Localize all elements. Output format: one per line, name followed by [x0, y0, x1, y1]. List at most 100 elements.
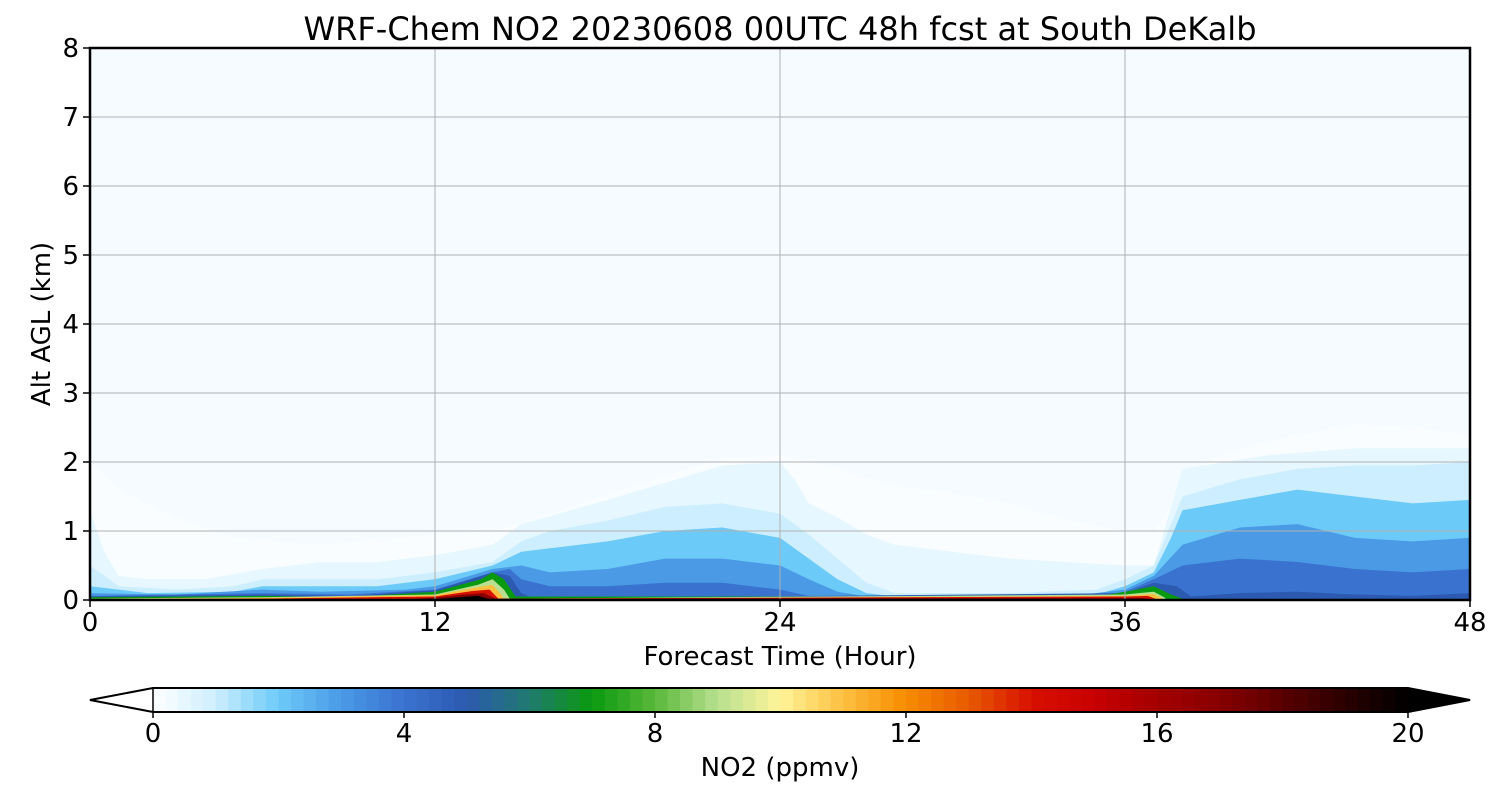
y-tick-label-3: 3	[62, 379, 79, 409]
contour-band-10	[90, 589, 1157, 600]
colorbar-segment-0	[153, 688, 167, 712]
colorbar-segment-46	[730, 688, 744, 712]
colorbar-segment-28	[504, 688, 518, 712]
colorbar-segment-54	[830, 688, 844, 712]
colorbar-segment-31	[542, 688, 556, 712]
colorbar-segment-60	[906, 688, 920, 712]
y-tick-label-7: 7	[62, 103, 79, 133]
colorbar-segment-21	[416, 688, 430, 712]
colorbar-segment-25	[466, 688, 480, 712]
y-tick-label-0: 0	[62, 586, 79, 616]
colorbar-segments	[89, 687, 1471, 713]
colorbar-segment-79	[1144, 688, 1158, 712]
colorbar-segment-42	[680, 688, 694, 712]
colorbar-segment-41	[667, 688, 681, 712]
x-tick-label-3: 36	[1108, 608, 1141, 638]
colorbar-segment-68	[1006, 688, 1020, 712]
colorbar-extend-min	[89, 687, 154, 713]
colorbar-segment-50	[780, 688, 794, 712]
colorbar-segment-1	[165, 688, 179, 712]
colorbar: 0 4 8 12 16 20	[89, 687, 1471, 749]
colorbar-segment-32	[554, 688, 568, 712]
colorbar-segment-70	[1031, 688, 1045, 712]
colorbar-segment-24	[454, 688, 468, 712]
colorbar-segment-20	[404, 688, 418, 712]
colorbar-tick-label-5: 20	[1391, 719, 1424, 749]
colorbar-segment-52	[805, 688, 819, 712]
colorbar-tick-label-2: 8	[647, 719, 664, 749]
colorbar-segment-37	[617, 688, 631, 712]
colorbar-segment-11	[291, 688, 305, 712]
colorbar-segment-88	[1257, 688, 1271, 712]
colorbar-segment-92	[1307, 688, 1321, 712]
colorbar-segment-76	[1106, 688, 1120, 712]
colorbar-segment-43	[692, 688, 706, 712]
colorbar-segment-75	[1094, 688, 1108, 712]
y-axis-ticks: 0 1 2 3 4 5 6 7 8	[62, 34, 90, 616]
colorbar-segment-13	[316, 688, 330, 712]
colorbar-segment-3	[190, 688, 204, 712]
colorbar-extend-max	[1407, 687, 1471, 713]
colorbar-segment-99	[1395, 688, 1409, 712]
colorbar-segment-55	[843, 688, 857, 712]
colorbar-segment-48	[755, 688, 769, 712]
colorbar-ticks: 0 4 8 12 16 20	[145, 712, 1425, 749]
colorbar-segment-33	[567, 688, 581, 712]
colorbar-segment-61	[918, 688, 932, 712]
x-tick-label-2: 24	[763, 608, 796, 638]
colorbar-segment-56	[855, 688, 869, 712]
colorbar-segment-19	[391, 688, 405, 712]
colorbar-segment-10	[278, 688, 292, 712]
colorbar-segment-86	[1232, 688, 1246, 712]
colorbar-segment-47	[742, 688, 756, 712]
colorbar-segment-12	[303, 688, 317, 712]
colorbar-segment-84	[1207, 688, 1221, 712]
x-tick-label-4: 48	[1453, 608, 1486, 638]
colorbar-segment-22	[429, 688, 443, 712]
colorbar-segment-78	[1131, 688, 1146, 712]
x-tick-label-1: 12	[418, 608, 451, 638]
colorbar-segment-96	[1357, 688, 1371, 712]
colorbar-segment-83	[1194, 688, 1208, 712]
y-tick-label-5: 5	[62, 241, 79, 271]
colorbar-segment-64	[956, 688, 970, 712]
colorbar-segment-69	[1018, 688, 1033, 712]
colorbar-segment-38	[629, 688, 644, 712]
colorbar-segment-58	[880, 688, 895, 712]
colorbar-segment-44	[705, 688, 719, 712]
colorbar-tick-label-4: 16	[1140, 719, 1173, 749]
y-tick-label-8: 8	[62, 34, 79, 64]
colorbar-segment-5	[215, 688, 229, 712]
colorbar-segment-62	[931, 688, 945, 712]
colorbar-segment-89	[1269, 688, 1284, 712]
colorbar-segment-53	[818, 688, 832, 712]
colorbar-segment-9	[265, 688, 280, 712]
x-axis-label: Forecast Time (Hour)	[643, 642, 916, 672]
colorbar-segment-71	[1044, 688, 1058, 712]
colorbar-segment-15	[341, 688, 355, 712]
colorbar-segment-30	[529, 688, 543, 712]
colorbar-segment-36	[604, 688, 618, 712]
colorbar-segment-67	[993, 688, 1007, 712]
colorbar-segment-57	[868, 688, 882, 712]
y-tick-label-6: 6	[62, 172, 79, 202]
colorbar-segment-72	[1056, 688, 1070, 712]
y-tick-label-2: 2	[62, 448, 79, 478]
y-tick-label-4: 4	[62, 310, 79, 340]
colorbar-segment-77	[1119, 688, 1133, 712]
colorbar-segment-74	[1081, 688, 1095, 712]
colorbar-segment-49	[767, 688, 782, 712]
colorbar-segment-94	[1332, 688, 1346, 712]
colorbar-tick-label-3: 12	[889, 719, 922, 749]
colorbar-segment-16	[353, 688, 367, 712]
colorbar-segment-81	[1169, 688, 1183, 712]
colorbar-segment-18	[378, 688, 393, 712]
colorbar-segment-73	[1069, 688, 1083, 712]
colorbar-segment-91	[1295, 688, 1309, 712]
colorbar-label: NO2 (ppmv)	[701, 753, 860, 783]
colorbar-segment-34	[579, 688, 593, 712]
colorbar-segment-66	[981, 688, 995, 712]
colorbar-segment-87	[1244, 688, 1258, 712]
